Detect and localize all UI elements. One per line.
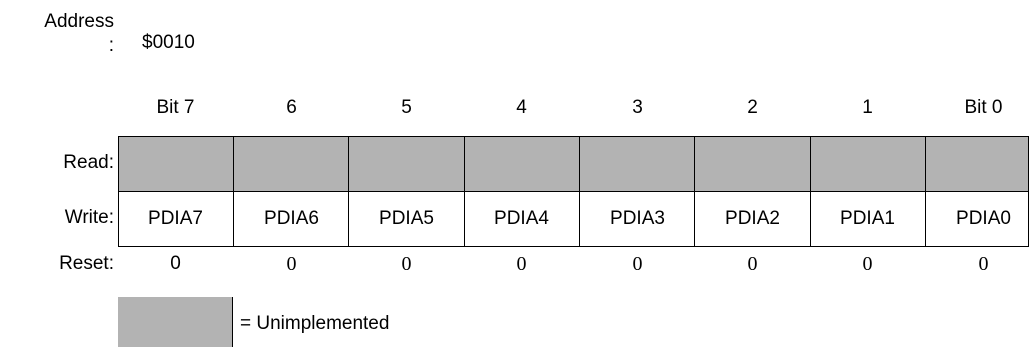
grid-line-vertical (348, 136, 349, 247)
row-label-read: Read: (63, 152, 114, 173)
read-cell-unimplemented (810, 136, 925, 191)
grid-line-vertical (810, 136, 811, 247)
write-cell: PDIA4 (464, 191, 579, 246)
reset-value-bit-1: 0 (862, 253, 873, 275)
row-label-write: Write: (64, 207, 114, 228)
reset-value-bit-3: 0 (632, 253, 643, 275)
address-label-text: Address (44, 11, 114, 32)
write-cell: PDIA2 (695, 191, 810, 246)
grid-line-middle (118, 191, 1029, 192)
write-cell: PDIA7 (118, 191, 233, 246)
register-bit-7: PDIA7 (118, 136, 233, 246)
read-cell-unimplemented (234, 136, 349, 191)
write-cell: PDIA1 (810, 191, 925, 246)
bit-header-0: Bit 0 (964, 97, 1003, 118)
bit-header-1: 1 (862, 97, 873, 118)
register-bit-1: PDIA1 (810, 136, 925, 246)
legend-unimplemented-swatch (118, 297, 233, 347)
reset-value-bit-0: 0 (978, 253, 989, 275)
reset-value-bit-5: 0 (401, 253, 412, 275)
read-cell-unimplemented (580, 136, 695, 191)
grid-line-vertical (118, 136, 119, 247)
bit-header-7: Bit 7 (156, 97, 195, 118)
write-cell: PDIA5 (349, 191, 464, 246)
reset-value-bit-6: 0 (286, 253, 297, 275)
grid-line-bottom (118, 246, 1029, 247)
row-label-reset: Reset: (59, 253, 114, 274)
register-bit-4: PDIA4 (464, 136, 579, 246)
read-cell-unimplemented (695, 136, 810, 191)
legend-unimplemented-text: = Unimplemented (240, 313, 390, 334)
register-bit-0: PDIA0 (926, 136, 1029, 246)
grid-line-vertical (925, 136, 926, 247)
read-cell-unimplemented (349, 136, 464, 191)
reset-value-bit-7: 0 (170, 253, 181, 274)
grid-line-top (118, 136, 1029, 137)
write-cell: PDIA6 (234, 191, 349, 246)
address-label-colon: : (108, 35, 114, 56)
bit-header-5: 5 (401, 97, 412, 118)
grid-line-vertical (579, 136, 580, 247)
address-value: $0010 (142, 32, 195, 53)
read-cell-unimplemented (926, 136, 1029, 191)
grid-line-vertical (464, 136, 465, 247)
reset-value-bit-4: 0 (516, 253, 527, 275)
register-bit-3: PDIA3 (580, 136, 695, 246)
bit-header-3: 3 (632, 97, 643, 118)
write-cell: PDIA0 (926, 191, 1029, 246)
read-cell-unimplemented (464, 136, 579, 191)
bit-header-4: 4 (516, 97, 527, 118)
read-cell-unimplemented (118, 136, 233, 191)
bit-header-6: 6 (286, 97, 297, 118)
address-label: Address : (8, 10, 114, 58)
register-bit-2: PDIA2 (695, 136, 810, 246)
reset-value-bit-2: 0 (747, 253, 758, 275)
write-cell: PDIA3 (580, 191, 695, 246)
register-bit-6: PDIA6 (234, 136, 349, 246)
register-bit-5: PDIA5 (349, 136, 464, 246)
bit-header-2: 2 (747, 97, 758, 118)
grid-line-vertical (694, 136, 695, 247)
grid-line-vertical (233, 136, 234, 247)
